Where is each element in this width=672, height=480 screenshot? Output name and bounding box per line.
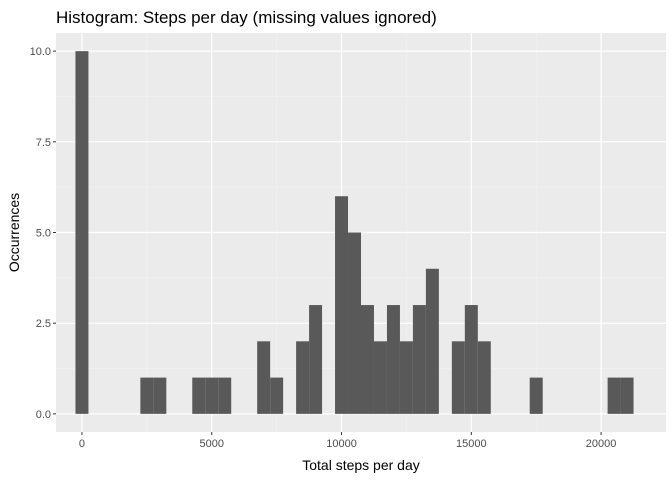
x-tick-label: 15000 xyxy=(456,438,487,450)
y-tick-label: 10.0 xyxy=(30,46,51,58)
histogram-bar xyxy=(309,305,323,414)
x-axis-title: Total steps per day xyxy=(302,457,420,473)
y-tick-label: 7.5 xyxy=(36,137,51,149)
y-axis-title: Occurrences xyxy=(6,193,22,272)
histogram-bar xyxy=(257,341,271,414)
histogram-bars xyxy=(75,51,634,414)
histogram-bar xyxy=(270,377,284,414)
histogram-bar xyxy=(361,305,374,414)
histogram-bar xyxy=(75,51,89,414)
histogram-bar xyxy=(296,341,310,414)
histogram-bar xyxy=(153,377,167,414)
histogram-bar xyxy=(425,268,439,414)
chart-title: Histogram: Steps per day (missing values… xyxy=(56,8,437,27)
histogram-bar xyxy=(607,377,621,414)
x-tick-label: 20000 xyxy=(586,438,617,450)
histogram-bar xyxy=(399,341,413,414)
histogram-bar xyxy=(192,377,206,414)
histogram-bar xyxy=(140,377,154,414)
x-axis: 0 5000 10000 15000 20000 xyxy=(79,432,617,450)
histogram-bar xyxy=(477,341,491,414)
histogram-bar xyxy=(620,377,634,414)
x-tick-label: 5000 xyxy=(200,438,224,450)
histogram-bar xyxy=(335,196,349,414)
x-tick-label: 0 xyxy=(79,438,85,450)
histogram-bar xyxy=(348,232,361,414)
histogram-bar xyxy=(529,377,543,414)
histogram-bar xyxy=(373,341,387,414)
x-tick-label: 10000 xyxy=(326,438,357,450)
y-tick-label: 5.0 xyxy=(36,228,51,240)
y-tick-label: 2.5 xyxy=(36,318,51,330)
y-axis: 0.0 2.5 5.0 7.5 10.0 xyxy=(30,46,56,421)
histogram-bar xyxy=(464,305,478,414)
histogram-bar xyxy=(205,377,219,414)
y-tick-label: 0.0 xyxy=(36,409,51,421)
histogram-bar xyxy=(412,305,426,414)
histogram-bar xyxy=(386,305,400,414)
histogram-bar xyxy=(218,377,232,414)
histogram-bar xyxy=(451,341,465,414)
